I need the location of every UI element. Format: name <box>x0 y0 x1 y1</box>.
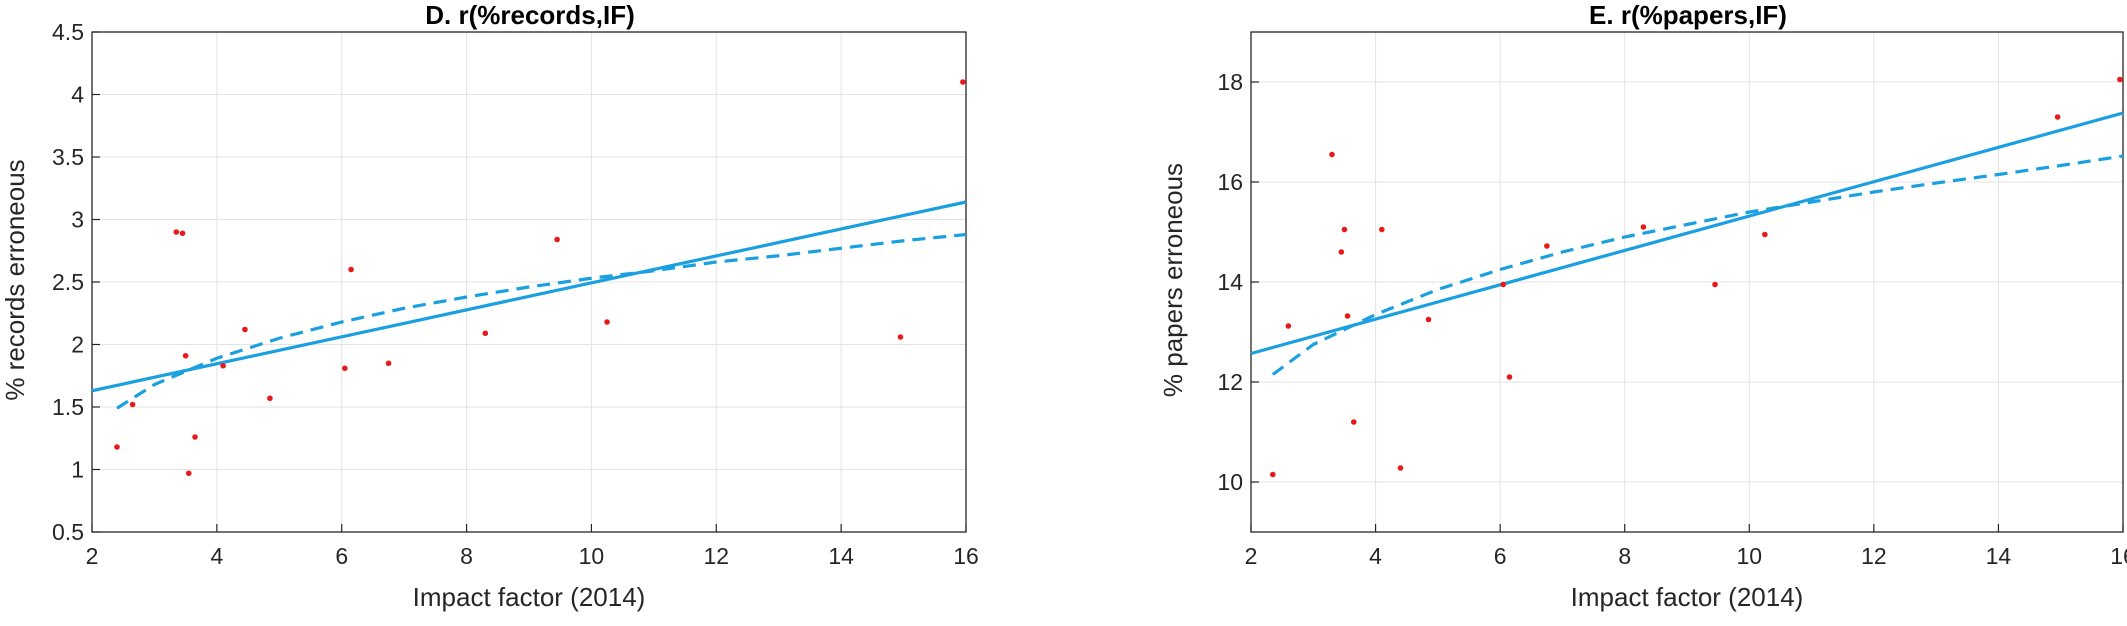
y-axis-label: % records erroneous <box>0 159 30 400</box>
x-tick-label: 16 <box>2110 543 2127 569</box>
x-tick-label: 10 <box>579 543 605 569</box>
data-point <box>1379 226 1385 233</box>
y-tick-label: 4.5 <box>52 19 84 45</box>
data-point <box>1506 374 1513 380</box>
x-tick-label: 14 <box>1986 543 2012 569</box>
data-point <box>2117 76 2123 83</box>
y-tick-label: 18 <box>1217 69 1243 95</box>
data-point <box>185 470 192 477</box>
curve-fit-line <box>116 232 967 410</box>
plot-area-frame <box>1250 31 2124 533</box>
x-tick-label: 4 <box>1369 543 1382 569</box>
y-tick-label: 0.5 <box>52 519 84 545</box>
linear-fit-line <box>91 200 967 393</box>
data-point <box>267 395 273 402</box>
linear-fit-line <box>1250 111 2124 356</box>
plot-area-frame <box>91 31 967 533</box>
data-point <box>192 434 198 440</box>
data-point <box>182 352 189 359</box>
x-tick-label: 12 <box>1861 543 1887 569</box>
data-point <box>1640 224 1647 230</box>
chart-title: E. r(%papers,IF) <box>1589 0 1787 30</box>
y-tick-label: 16 <box>1217 169 1243 195</box>
data-point <box>1329 151 1335 158</box>
y-tick-label: 10 <box>1217 469 1243 495</box>
data-point <box>1341 226 1348 233</box>
data-point <box>114 444 120 450</box>
data-point <box>482 330 489 337</box>
y-tick-label: 1.5 <box>52 394 84 420</box>
chart-panel-e: 2 4 6 8 10 12 14 16 10 12 14 16 18 E. r(%papers,IF) Im… <box>1158 0 2127 612</box>
x-tick-label: 2 <box>1245 543 1258 569</box>
data-point <box>1712 281 1718 288</box>
data-point <box>1285 323 1292 329</box>
x-axis-label: Impact factor (2014) <box>413 582 646 612</box>
y-tick-label: 2 <box>71 332 84 358</box>
y-tick-label: 3 <box>71 207 84 233</box>
data-point <box>173 229 180 235</box>
y-axis-label: % papers erroneous <box>1158 163 1188 397</box>
y-tick-label: 3.5 <box>52 144 84 170</box>
y-tick-label: 4 <box>71 82 84 108</box>
x-tick-label: 16 <box>953 543 979 569</box>
x-tick-label: 4 <box>210 543 223 569</box>
data-point <box>220 362 226 369</box>
x-tick-label: 10 <box>1736 543 1762 569</box>
x-axis-label: Impact factor (2014) <box>1571 582 1804 612</box>
data-point <box>604 319 610 325</box>
curve-fit-line <box>1271 154 2124 376</box>
data-point <box>960 79 966 85</box>
x-tick-label: 6 <box>1494 543 1507 569</box>
x-tick-label: 14 <box>828 543 854 569</box>
x-tick-label: 6 <box>335 543 348 569</box>
data-point <box>1344 313 1351 319</box>
y-tick-label: 14 <box>1217 269 1243 295</box>
chart-title: D. r(%records,IF) <box>425 0 635 30</box>
chart-panel-d: 2 4 6 8 10 12 14 16 0.5 1 1.5 2 2.5 3 3.5 4 4.5 D. r(%rec… <box>0 0 979 612</box>
data-point <box>2054 114 2061 120</box>
x-tick-label: 2 <box>86 543 99 569</box>
data-point <box>1500 281 1507 288</box>
data-point <box>1338 249 1345 255</box>
data-point <box>242 326 248 333</box>
data-point <box>129 401 136 408</box>
y-tick-label: 12 <box>1217 369 1243 395</box>
data-point <box>1425 316 1432 323</box>
data-point <box>342 365 348 372</box>
x-tick-label: 12 <box>703 543 729 569</box>
data-point <box>1270 471 1276 478</box>
y-tick-label: 1 <box>71 457 84 483</box>
data-point <box>1397 465 1404 471</box>
data-point <box>348 266 354 273</box>
data-point <box>385 360 392 367</box>
data-point <box>1350 419 1357 425</box>
data-point <box>554 236 560 243</box>
data-point <box>1762 231 1768 238</box>
x-tick-label: 8 <box>460 543 473 569</box>
x-tick-label: 8 <box>1618 543 1631 569</box>
y-tick-label: 2.5 <box>52 269 84 295</box>
data-point <box>897 334 904 340</box>
data-point <box>179 230 186 237</box>
data-point <box>1544 243 1550 249</box>
